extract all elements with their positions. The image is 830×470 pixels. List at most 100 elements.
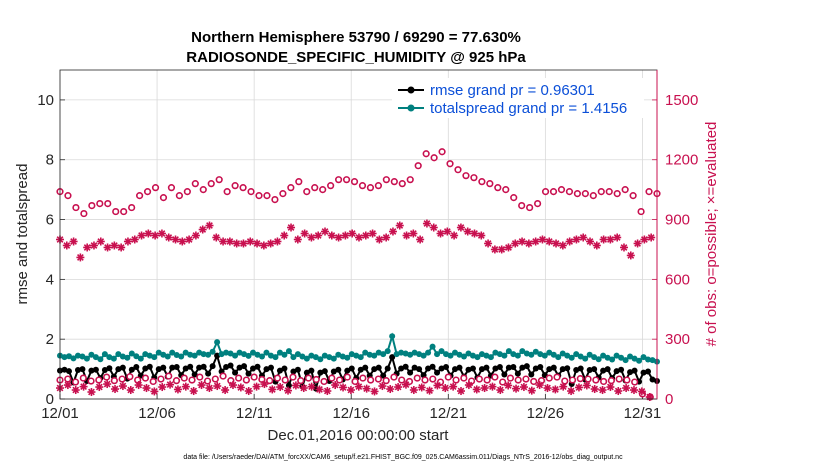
series-3-point — [89, 241, 98, 250]
series-2-point — [143, 188, 152, 196]
series-0-point — [74, 366, 81, 373]
series-5-point — [173, 385, 182, 394]
series-5-point — [126, 386, 135, 395]
series-1-point — [79, 353, 86, 360]
series-3-point-stroke — [409, 230, 417, 237]
series-3-point-stroke — [532, 238, 540, 245]
series-3-point-stroke — [362, 232, 370, 239]
series-3-point-stroke — [131, 236, 139, 243]
series-3-point-stroke — [301, 230, 309, 237]
data-file-footnote: data file: /Users/raeder/DAI/ATM_forcXX/… — [183, 454, 623, 461]
series-3-point — [293, 235, 302, 244]
series-3-point — [327, 231, 336, 240]
series-3-point-stroke — [511, 240, 519, 247]
series-0-point — [245, 370, 252, 377]
series-5-point-stroke — [276, 383, 284, 391]
series-4-point — [141, 374, 150, 382]
series-2-point — [518, 201, 526, 210]
series-1-point — [344, 354, 351, 361]
series-1-point — [640, 354, 647, 361]
series-5-point-stroke — [245, 387, 253, 395]
series-5-point-stroke — [64, 381, 72, 389]
series-3 — [56, 219, 656, 262]
series-4-point — [242, 376, 250, 384]
series-3-point-stroke — [267, 240, 275, 247]
series-2-point — [621, 186, 629, 194]
series-2-point — [136, 192, 144, 200]
series-4-point — [203, 377, 212, 385]
series-5-point-stroke — [583, 382, 591, 389]
x-tick-label: 12/26 — [527, 405, 565, 422]
series-3-point-stroke — [437, 230, 444, 237]
series-0-point — [92, 366, 99, 373]
series-4-point — [211, 375, 219, 383]
series-1-point — [133, 353, 140, 360]
series-3-point-stroke — [464, 228, 472, 235]
series-2-point — [565, 188, 574, 196]
series-1-point — [546, 349, 553, 356]
series-3-point-stroke — [593, 242, 601, 249]
series-1-point — [83, 355, 90, 362]
series-3-point-stroke — [613, 234, 621, 241]
series-5-point-stroke — [206, 384, 213, 392]
series-4-point — [87, 377, 95, 385]
series-1-point — [407, 351, 414, 358]
series-2-point — [597, 188, 605, 196]
series-5-point — [134, 381, 143, 390]
series-1-point — [254, 351, 261, 358]
series-4-point — [615, 375, 623, 383]
series-3-point — [524, 239, 533, 248]
series-0-point — [496, 363, 503, 370]
series-1-point — [232, 352, 239, 359]
series-0-point — [281, 365, 288, 372]
series-2-point — [573, 190, 582, 198]
series-5-point — [535, 381, 544, 390]
series-5-point-stroke — [308, 383, 316, 391]
series-3-point — [273, 237, 282, 246]
y-tick-label: 2 — [46, 331, 54, 348]
legend-marker-spread — [407, 104, 415, 112]
series-1-point — [636, 357, 643, 364]
series-0-point — [357, 366, 364, 373]
series-1-point — [70, 355, 77, 362]
series-3-point — [572, 235, 581, 244]
series-3-point — [103, 243, 112, 252]
series-4-point — [320, 377, 328, 386]
series-5-point-stroke — [182, 383, 190, 391]
series-3-point-stroke — [607, 236, 614, 243]
series-5-point — [252, 382, 261, 391]
series-3-point-stroke — [274, 238, 281, 245]
series-3-point-stroke — [144, 230, 152, 237]
series-5-point-stroke — [622, 384, 630, 392]
series-2-point — [478, 178, 486, 186]
series-0-point — [133, 363, 140, 370]
series-5-point — [409, 386, 418, 395]
series-2-point — [215, 176, 223, 184]
series-3-point — [565, 237, 574, 246]
series-5-point-stroke — [88, 388, 95, 396]
series-3-point — [443, 227, 452, 236]
series-5-point-stroke — [575, 384, 583, 391]
series-5-point — [244, 387, 253, 396]
series-3-point-stroke — [280, 232, 288, 239]
series-0-point — [119, 364, 126, 371]
series-5-point-stroke — [520, 383, 528, 391]
series-1-point — [550, 351, 557, 358]
series-3-point-stroke — [151, 232, 159, 239]
series-0-point — [196, 364, 203, 371]
series-0-point — [523, 363, 530, 370]
series-2-point — [319, 186, 327, 194]
series-0-point — [146, 363, 153, 370]
series-5-point — [87, 388, 96, 397]
series-0-point — [640, 369, 647, 376]
series-0-point — [160, 364, 167, 371]
series-4-point — [382, 377, 390, 385]
series-3-point — [117, 243, 126, 252]
series-0-point — [276, 367, 283, 374]
y-tick-label: 0 — [46, 391, 54, 408]
series-5-point-stroke — [512, 385, 520, 393]
series-3-point — [599, 235, 608, 244]
series-0-point — [514, 370, 521, 377]
series-4-point — [460, 374, 468, 382]
series-4-point — [110, 377, 118, 385]
